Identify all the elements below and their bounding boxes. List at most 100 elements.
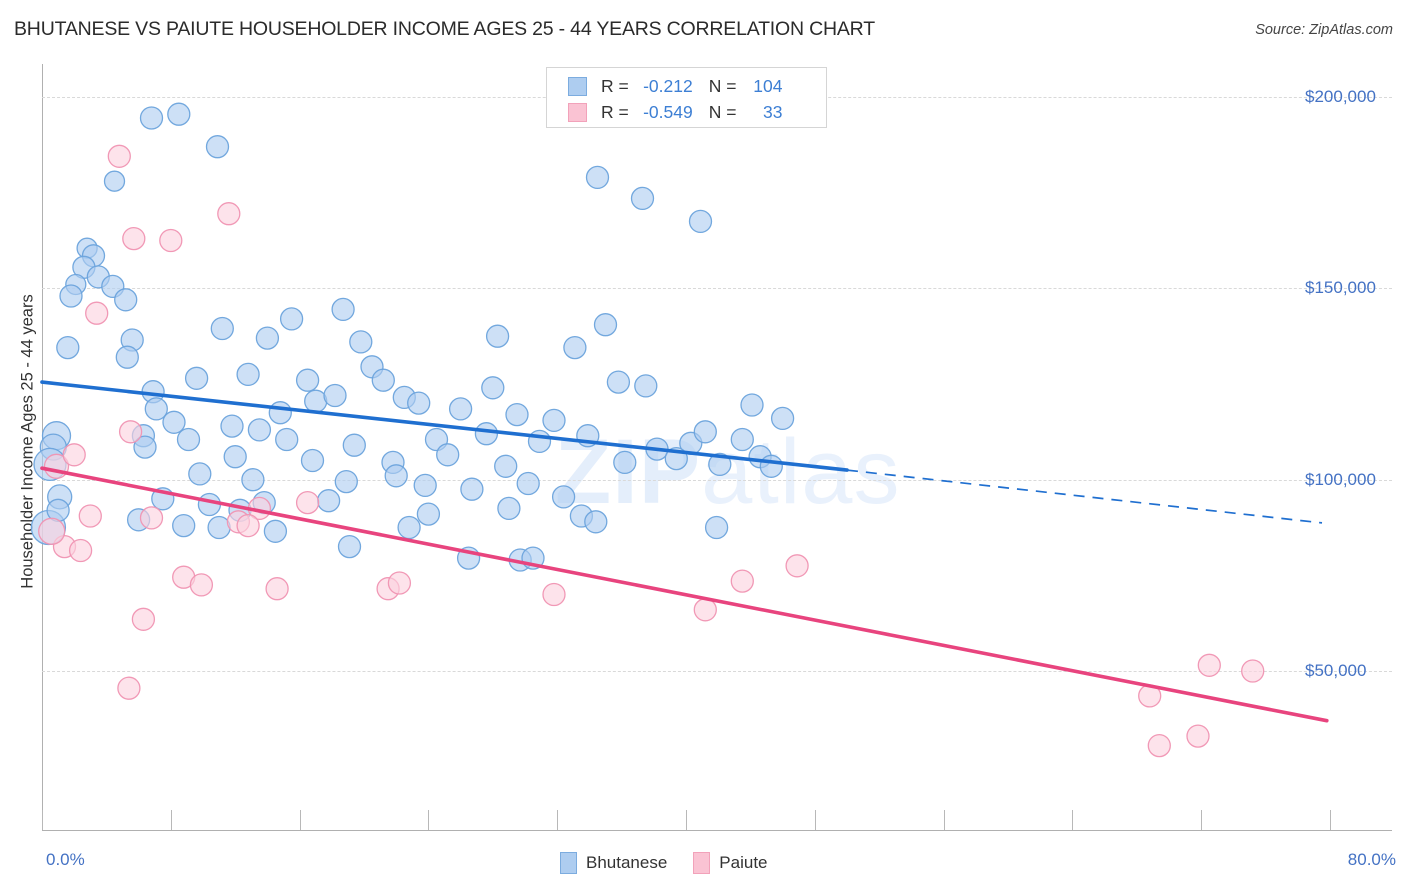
data-point (542, 582, 566, 607)
data-point (413, 473, 437, 498)
x-tick-label-max: 80.0% (1347, 850, 1396, 869)
data-point (630, 186, 655, 211)
stats-r-value-bhutanese: -0.212 (643, 75, 693, 96)
data-point (387, 571, 412, 595)
legend-item-paiute[interactable]: Paiute (693, 852, 768, 874)
y-tick-label: $200,000 (1305, 87, 1376, 106)
data-point (316, 489, 341, 513)
data-point (337, 534, 362, 559)
x-tick-mark (170, 810, 172, 830)
data-point (295, 368, 320, 392)
gridline (42, 479, 1392, 481)
data-point (131, 607, 156, 631)
data-point (62, 443, 86, 467)
gridline (42, 288, 1392, 290)
data-point (184, 366, 209, 390)
data-point (740, 393, 764, 417)
stats-swatch-paiute-icon (568, 102, 587, 122)
data-point (708, 452, 732, 477)
legend-item-bhutanese[interactable]: Bhutanese (560, 852, 667, 874)
data-point (144, 397, 168, 421)
stats-n-value-bhutanese: 104 (753, 75, 783, 96)
data-point (159, 228, 183, 253)
data-point (323, 383, 347, 408)
y-tick-label: $150,000 (1305, 278, 1376, 298)
data-point (107, 144, 131, 168)
data-point (197, 492, 222, 517)
data-point (730, 569, 754, 593)
data-point (494, 454, 518, 478)
data-point (481, 376, 505, 400)
stats-n-value-paiute: 33 (763, 101, 783, 122)
data-point (334, 469, 358, 494)
data-point (59, 284, 83, 308)
data-point (85, 301, 109, 325)
data-point (295, 490, 320, 515)
data-point (304, 389, 328, 413)
data-point (189, 573, 214, 597)
data-point (551, 485, 576, 509)
data-point (263, 519, 288, 543)
data-point (176, 427, 201, 452)
data-point (236, 513, 260, 538)
data-point (223, 445, 247, 469)
data-point (38, 517, 66, 545)
data-point (505, 402, 529, 427)
series-paiute-points (38, 144, 1265, 758)
stats-n-label-bhutanese: N = (708, 75, 737, 96)
data-point (188, 462, 212, 486)
data-point (785, 554, 809, 578)
data-point (78, 504, 102, 528)
data-point (497, 496, 521, 521)
data-point (349, 330, 373, 354)
x-tick-mark (686, 810, 687, 830)
data-point (247, 418, 272, 442)
x-tick-mark (814, 810, 816, 830)
legend-label-paiute: Paiute (719, 853, 768, 872)
data-point (770, 406, 795, 431)
legend-swatch-paiute-icon (693, 852, 711, 874)
y-tick-label: $100,000 (1305, 469, 1376, 489)
x-tick-mark (943, 810, 945, 830)
data-point (527, 429, 552, 454)
data-point (210, 316, 234, 341)
data-point (115, 345, 139, 369)
data-point (300, 448, 325, 473)
x-tick-mark (428, 810, 430, 830)
data-point (133, 435, 157, 459)
series-bhutanese-points (30, 102, 795, 572)
data-point (122, 226, 146, 251)
gridline (42, 671, 1392, 672)
data-point (460, 477, 484, 501)
trendline-paiute (40, 466, 1329, 723)
data-point (448, 397, 473, 421)
stats-r-value-paiute: -0.549 (643, 101, 693, 122)
data-point (167, 102, 191, 126)
data-point (474, 422, 499, 446)
data-point (268, 401, 292, 425)
data-point (384, 464, 408, 488)
data-point (205, 135, 230, 159)
x-tick-mark (1330, 810, 1331, 830)
data-point (585, 165, 610, 190)
legend-label-bhutanese: Bhutanese (586, 853, 668, 872)
data-point (634, 374, 658, 398)
data-point (265, 577, 289, 601)
data-point (593, 313, 618, 337)
data-point (342, 433, 366, 457)
data-point (436, 443, 460, 467)
trendline-bhutanese (40, 380, 849, 472)
data-point (255, 326, 280, 350)
data-point (563, 335, 587, 360)
x-tick-mark (1072, 810, 1074, 830)
data-point (117, 676, 141, 700)
data-point (56, 335, 80, 360)
data-point (68, 538, 93, 563)
x-tick-mark (1201, 810, 1203, 830)
source-attribution: Source: ZipAtlas.com (1255, 22, 1393, 38)
data-point (688, 209, 713, 234)
x-axis-line (42, 830, 1392, 831)
y-tick-label: $50,000 (1305, 661, 1367, 680)
